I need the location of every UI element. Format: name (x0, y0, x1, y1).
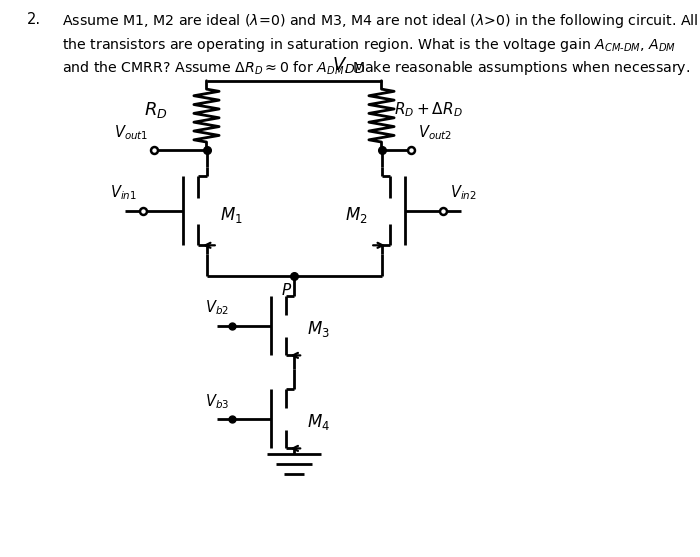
Text: and the CMRR? Assume $\Delta R_D \approx 0$ for $A_{DM}$. Make reasonable assump: and the CMRR? Assume $\Delta R_D \approx… (62, 59, 690, 77)
Text: $P$: $P$ (281, 282, 292, 299)
Text: Assume M1, M2 are ideal ($\lambda$=0) and M3, M4 are not ideal ($\lambda$>0) in : Assume M1, M2 are ideal ($\lambda$=0) an… (62, 12, 698, 30)
Text: $V_{b3}$: $V_{b3}$ (205, 392, 229, 411)
Text: $M_1$: $M_1$ (220, 205, 243, 225)
Text: $R_D$: $R_D$ (144, 100, 168, 120)
Text: $M_3$: $M_3$ (307, 319, 330, 339)
Text: $V_{b2}$: $V_{b2}$ (205, 299, 229, 317)
Text: 2.: 2. (27, 12, 41, 27)
Text: $M_4$: $M_4$ (307, 412, 330, 432)
Text: $M_2$: $M_2$ (345, 205, 368, 225)
Text: $V_{DD}$: $V_{DD}$ (332, 55, 365, 75)
Text: $V_{out2}$: $V_{out2}$ (418, 123, 452, 142)
Text: the transistors are operating in saturation region. What is the voltage gain $A_: the transistors are operating in saturat… (62, 36, 676, 53)
Text: $R_D + \Delta R_D$: $R_D + \Delta R_D$ (394, 101, 463, 119)
Text: $V_{out1}$: $V_{out1}$ (114, 123, 148, 142)
Text: $V_{in2}$: $V_{in2}$ (450, 183, 477, 202)
Text: $V_{in1}$: $V_{in1}$ (111, 183, 137, 202)
